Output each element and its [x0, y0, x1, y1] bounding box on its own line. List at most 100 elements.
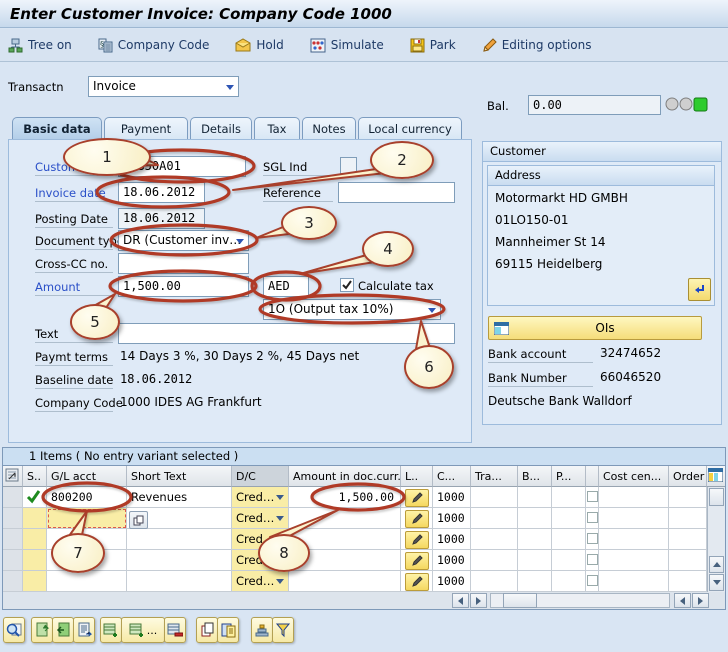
tra-cell[interactable] — [471, 487, 518, 508]
gl-acct-cell[interactable] — [47, 571, 127, 592]
insert-row-button[interactable] — [100, 617, 122, 643]
cost-center-cell[interactable] — [599, 508, 669, 529]
tra-cell[interactable] — [471, 508, 518, 529]
status-cell[interactable] — [23, 550, 47, 571]
currency-field[interactable]: AED — [263, 276, 309, 297]
sgl-ind-field[interactable] — [340, 157, 357, 174]
display-item-button[interactable] — [31, 617, 53, 643]
calculate-tax-checkbox[interactable] — [340, 278, 354, 292]
company-cell[interactable]: 1000 — [433, 508, 471, 529]
scroll-up-button[interactable] — [709, 556, 724, 573]
p-cell[interactable] — [552, 571, 586, 592]
company-cell[interactable]: 1000 — [433, 550, 471, 571]
col-header-cost-center[interactable]: Cost cen... — [599, 466, 669, 487]
p-cell[interactable] — [552, 529, 586, 550]
tab-details[interactable]: Details — [190, 117, 252, 139]
paste-button[interactable] — [217, 617, 239, 643]
scroll-left-button[interactable] — [452, 593, 469, 608]
b-cell[interactable] — [518, 529, 552, 550]
document-type-select[interactable]: DR (Customer inv… — [118, 230, 249, 251]
tab-payment[interactable]: Payment — [104, 117, 188, 139]
tab-notes[interactable]: Notes — [302, 117, 356, 139]
dc-select-cell[interactable]: Cred… — [232, 508, 289, 529]
order-cell[interactable] — [669, 508, 707, 529]
order-cell[interactable] — [669, 571, 707, 592]
amount-cell[interactable] — [289, 508, 401, 529]
amount-field[interactable]: 1,500.00 — [118, 276, 249, 297]
row-selector[interactable] — [3, 550, 23, 571]
display-item-list-button[interactable] — [73, 617, 95, 643]
order-cell[interactable] — [669, 487, 707, 508]
flag-cell[interactable] — [586, 487, 599, 508]
tax-code-select[interactable]: 1O (Output tax 10%) — [263, 299, 441, 320]
tab-tax[interactable]: Tax — [254, 117, 300, 139]
company-cell[interactable]: 1000 — [433, 529, 471, 550]
edit-pencil-button[interactable] — [405, 489, 429, 507]
cost-center-cell[interactable] — [599, 550, 669, 571]
dc-select-cell[interactable]: Cred… — [232, 571, 289, 592]
edit-pencil-button[interactable] — [405, 552, 429, 570]
tra-cell[interactable] — [471, 529, 518, 550]
short-text-cell[interactable] — [127, 529, 232, 550]
cross-cc-field[interactable] — [118, 253, 249, 274]
text-field[interactable] — [118, 323, 455, 344]
table-config-button[interactable] — [707, 466, 725, 487]
p-cell[interactable] — [552, 487, 586, 508]
cost-center-cell[interactable] — [599, 571, 669, 592]
scroll-right-button[interactable] — [692, 593, 709, 608]
editing-options-button[interactable]: Editing options — [482, 37, 592, 53]
col-header-status[interactable]: S.. — [23, 466, 47, 487]
col-header-dc[interactable]: D/C — [232, 466, 289, 487]
v-scrollbar-thumb[interactable] — [709, 488, 724, 506]
col-header-order[interactable]: Order — [669, 466, 707, 487]
scroll-left-button[interactable] — [674, 593, 691, 608]
simulate-button[interactable]: Simulate — [310, 38, 384, 53]
short-text-cell[interactable] — [127, 571, 232, 592]
row-selector[interactable] — [3, 508, 23, 529]
transactn-select[interactable]: Invoice — [88, 76, 239, 97]
col-header-gl-acct[interactable]: G/L acct — [47, 466, 127, 487]
row-selector[interactable] — [3, 529, 23, 550]
gl-acct-cell[interactable]: 800200 — [47, 487, 127, 508]
scroll-right-button[interactable] — [470, 593, 487, 608]
flag-cell[interactable] — [586, 508, 599, 529]
short-text-cell[interactable]: Revenues — [127, 487, 232, 508]
sort-button[interactable] — [251, 617, 273, 643]
flag-cell[interactable] — [586, 529, 599, 550]
filter-button[interactable] — [272, 617, 294, 643]
insert-rows-more-button[interactable]: ... — [121, 617, 165, 643]
col-header-b[interactable]: B... — [518, 466, 552, 487]
status-cell[interactable] — [23, 529, 47, 550]
park-button[interactable]: Park — [410, 38, 456, 53]
row-selector[interactable] — [3, 571, 23, 592]
order-cell[interactable] — [669, 529, 707, 550]
col-header-c[interactable]: C... — [433, 466, 471, 487]
copy-button[interactable] — [196, 617, 218, 643]
posting-date-field[interactable]: 18.06.2012 — [118, 208, 205, 229]
b-cell[interactable] — [518, 487, 552, 508]
short-text-cell[interactable] — [127, 550, 232, 571]
hold-button[interactable]: Hold — [235, 38, 284, 52]
reference-field[interactable] — [338, 182, 455, 203]
amount-cell[interactable]: 1,500.00 — [289, 487, 401, 508]
col-header-l[interactable]: L.. — [401, 466, 433, 487]
copy-value-button[interactable] — [129, 511, 148, 529]
flag-cell[interactable] — [586, 571, 599, 592]
col-header-tra[interactable]: Tra... — [471, 466, 518, 487]
select-all-header[interactable] — [3, 466, 23, 487]
short-text-cell[interactable] — [127, 508, 232, 529]
edit-pencil-button[interactable] — [405, 531, 429, 549]
gl-acct-cell[interactable] — [47, 508, 127, 529]
amount-cell[interactable] — [289, 571, 401, 592]
b-cell[interactable] — [518, 508, 552, 529]
edit-pencil-button[interactable] — [405, 510, 429, 528]
p-cell[interactable] — [552, 550, 586, 571]
company-code-button[interactable]: § Company Code — [98, 38, 210, 52]
status-cell[interactable] — [23, 508, 47, 529]
status-cell[interactable] — [23, 571, 47, 592]
company-cell[interactable]: 1000 — [433, 571, 471, 592]
row-selector[interactable] — [3, 487, 23, 508]
scroll-down-button[interactable] — [709, 574, 724, 591]
tab-basic-data[interactable]: Basic data — [12, 117, 102, 139]
flag-cell[interactable] — [586, 550, 599, 571]
